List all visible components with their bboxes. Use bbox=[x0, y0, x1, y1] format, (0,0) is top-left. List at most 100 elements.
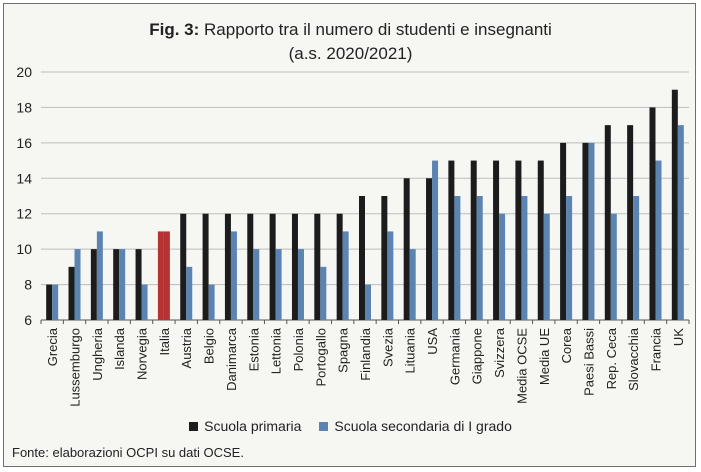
x-category-label: UK bbox=[671, 328, 686, 346]
bar-secondaria bbox=[186, 266, 193, 320]
bar-primaria bbox=[515, 160, 522, 320]
bar-secondaria bbox=[297, 249, 304, 320]
x-category-label: Giappone bbox=[470, 328, 485, 384]
bar-primaria bbox=[180, 213, 187, 320]
bar-primaria bbox=[403, 178, 410, 320]
y-tick-label: 6 bbox=[24, 312, 32, 328]
bar-primaria bbox=[470, 160, 477, 320]
bar-secondaria bbox=[499, 213, 506, 320]
x-category-label: Estonia bbox=[246, 327, 261, 371]
x-category-label: Lituania bbox=[403, 327, 418, 373]
bar-secondaria bbox=[566, 196, 573, 320]
x-category-label: Austria bbox=[179, 327, 194, 368]
chart-subtitle: (a.s. 2020/2021) bbox=[288, 44, 413, 63]
bar-primaria bbox=[649, 107, 656, 320]
bar-primaria bbox=[426, 178, 433, 320]
bar-primaria bbox=[157, 231, 164, 320]
bar-primaria bbox=[68, 266, 75, 320]
bar-primaria bbox=[604, 125, 611, 321]
bar-secondaria bbox=[230, 231, 237, 320]
source-note: Fonte: elaborazioni OCPI su dati OCSE. bbox=[12, 445, 244, 460]
x-category-label: Rep. Ceca bbox=[604, 327, 619, 389]
bar-secondaria bbox=[208, 284, 215, 320]
x-category-label: Media OCSE bbox=[514, 328, 529, 404]
bar-primaria bbox=[46, 284, 53, 320]
legend-label-secondaria: Scuola secondaria di I grado bbox=[334, 418, 512, 434]
bar-secondaria bbox=[543, 213, 550, 320]
legend: Scuola primaria Scuola secondaria di I g… bbox=[0, 418, 701, 434]
y-tick-label: 18 bbox=[16, 99, 32, 115]
y-tick-label: 20 bbox=[16, 64, 32, 80]
x-category-label: Lettonia bbox=[269, 327, 284, 374]
x-category-label: Corea bbox=[559, 327, 574, 363]
x-category-label: Norvegia bbox=[135, 327, 150, 380]
bar-secondaria bbox=[74, 249, 81, 320]
x-category-label: Paesi Bassi bbox=[581, 328, 596, 396]
bar-primaria bbox=[113, 249, 120, 320]
bar-primaria bbox=[582, 142, 589, 320]
x-category-label: Belgio bbox=[202, 328, 217, 364]
x-category-label: Media UE bbox=[537, 328, 552, 385]
chart-title: Fig. 3: Rapporto tra il numero di studen… bbox=[0, 20, 701, 40]
x-category-label: Islanda bbox=[112, 327, 127, 370]
bar-secondaria bbox=[409, 249, 416, 320]
y-tick-label: 12 bbox=[16, 206, 32, 222]
legend-swatch-secondaria bbox=[319, 421, 329, 431]
bar-secondaria bbox=[454, 196, 461, 320]
bar-secondaria bbox=[521, 196, 528, 320]
bar-primaria bbox=[381, 196, 388, 320]
bar-primaria bbox=[269, 213, 276, 320]
x-category-label: USA bbox=[425, 328, 440, 355]
bar-primaria bbox=[314, 213, 321, 320]
legend-label-primaria: Scuola primaria bbox=[204, 418, 302, 434]
x-category-label: Finlandia bbox=[358, 327, 373, 381]
x-category-label: Germania bbox=[447, 327, 462, 385]
bar-secondaria bbox=[342, 231, 349, 320]
title-prefix: Fig. 3: bbox=[149, 20, 200, 39]
bar-primaria bbox=[671, 89, 678, 320]
bar-secondaria bbox=[141, 284, 148, 320]
bar-primaria bbox=[247, 213, 254, 320]
bar-primaria bbox=[493, 160, 500, 320]
y-tick-label: 10 bbox=[16, 241, 32, 257]
x-category-label: Lussemburgo bbox=[68, 328, 83, 407]
bar-secondaria bbox=[633, 196, 640, 320]
bar-primaria bbox=[224, 213, 231, 320]
bar-primaria bbox=[336, 213, 343, 320]
bar-primaria bbox=[537, 160, 544, 320]
title-main: Rapporto tra il numero di studenti e ins… bbox=[204, 20, 552, 39]
x-category-label: Ungheria bbox=[90, 327, 105, 381]
bar-secondaria bbox=[655, 160, 662, 320]
legend-item-primaria: Scuola primaria bbox=[189, 418, 301, 434]
bar-secondaria bbox=[253, 249, 260, 320]
bar-primaria bbox=[90, 249, 97, 320]
x-category-label: Portogallo bbox=[313, 328, 328, 387]
bar-secondaria bbox=[365, 284, 371, 320]
legend-swatch-primaria bbox=[189, 421, 199, 431]
x-category-label: Danimarca bbox=[224, 327, 239, 391]
bar-secondaria bbox=[96, 231, 103, 320]
x-category-label: Grecia bbox=[45, 327, 60, 366]
bar-primaria bbox=[627, 125, 634, 321]
bar-secondaria bbox=[52, 284, 59, 320]
bar-secondaria bbox=[119, 249, 126, 320]
y-tick-label: 14 bbox=[16, 170, 32, 186]
bar-secondaria bbox=[677, 125, 684, 321]
bar-primaria bbox=[291, 213, 298, 320]
bar-primaria bbox=[448, 160, 455, 320]
bar-secondaria bbox=[610, 213, 617, 320]
bar-secondaria bbox=[387, 231, 394, 320]
figure-frame bbox=[3, 3, 696, 467]
bar-secondaria bbox=[275, 249, 282, 320]
x-category-label: Polonia bbox=[291, 327, 306, 371]
x-category-label: Svezia bbox=[380, 327, 395, 367]
x-category-label: Francia bbox=[648, 327, 663, 371]
x-category-label: Italia bbox=[157, 327, 172, 355]
x-category-label: Svizzera bbox=[492, 327, 507, 378]
bar-secondaria bbox=[320, 266, 327, 320]
legend-item-secondaria: Scuola secondaria di I grado bbox=[319, 418, 512, 434]
x-category-label: Slovacchia bbox=[626, 327, 641, 391]
bar-primaria bbox=[560, 142, 567, 320]
bar-secondaria bbox=[588, 142, 595, 320]
